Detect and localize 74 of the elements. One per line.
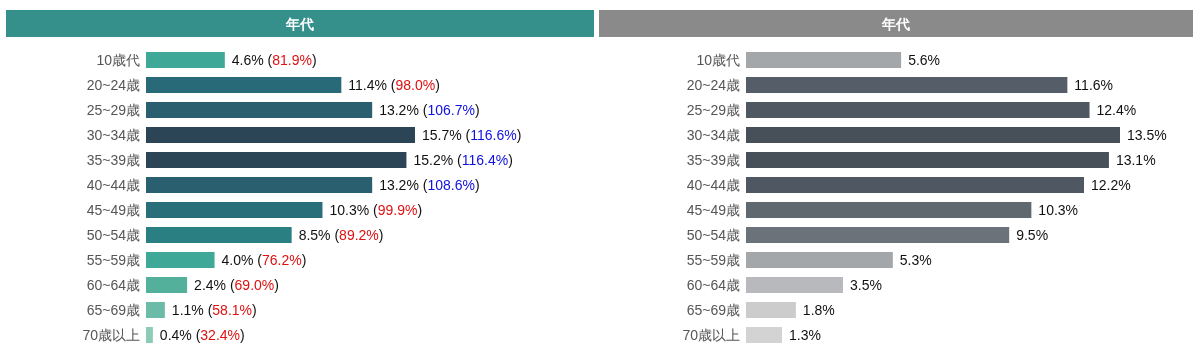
bar xyxy=(746,102,1090,118)
bar xyxy=(746,177,1084,193)
y-tick-label: 40~44歳 xyxy=(86,177,140,193)
bar xyxy=(746,227,1010,243)
bar xyxy=(146,177,373,193)
data-label: 11.4% (98.0%) xyxy=(348,77,440,93)
data-label: 0.4% (32.4%) xyxy=(159,327,245,343)
y-tick-label: 70歳以上 xyxy=(682,327,740,343)
y-tick-label: 60~64歳 xyxy=(86,277,140,293)
bar xyxy=(746,52,902,68)
y-tick-label: 65~69歳 xyxy=(686,302,740,318)
y-tick-label: 35~39歳 xyxy=(86,152,140,168)
data-label: 1.3% xyxy=(789,327,821,343)
bar xyxy=(746,277,843,293)
y-tick-label: 55~59歳 xyxy=(86,252,140,268)
bar xyxy=(746,302,796,318)
bar xyxy=(746,77,1068,93)
y-tick-label: 35~39歳 xyxy=(686,152,740,168)
data-label: 12.2% xyxy=(1090,177,1131,193)
data-label: 13.1% xyxy=(1115,152,1156,168)
data-label: 1.8% xyxy=(802,302,835,318)
data-label: 4.6% (81.9%) xyxy=(231,52,317,68)
bar xyxy=(146,252,215,268)
y-tick-label: 60~64歳 xyxy=(686,277,740,293)
bar xyxy=(746,127,1120,143)
data-label: 10.3% xyxy=(1038,202,1079,218)
bar xyxy=(146,277,188,293)
y-tick-label: 50~54歳 xyxy=(86,227,140,243)
bar xyxy=(146,302,165,318)
bar xyxy=(746,152,1109,168)
y-tick-label: 70歳以上 xyxy=(82,327,140,343)
data-label: 4.0% (76.2%) xyxy=(221,252,307,268)
data-label: 15.2% (116.4%) xyxy=(413,152,513,168)
y-tick-label: 45~49歳 xyxy=(86,202,140,218)
data-label: 2.4% (69.0%) xyxy=(194,277,279,293)
y-tick-label: 30~34歳 xyxy=(86,127,140,143)
chart-title: 年代 xyxy=(285,16,314,32)
y-tick-label: 20~24歳 xyxy=(686,77,740,93)
data-label: 1.1% (58.1%) xyxy=(171,302,257,318)
bar xyxy=(146,202,323,218)
y-tick-label: 55~59歳 xyxy=(686,252,740,268)
data-label: 10.3% (99.9%) xyxy=(329,202,423,218)
y-tick-label: 25~29歳 xyxy=(686,102,740,118)
y-tick-label: 50~54歳 xyxy=(686,227,740,243)
bar xyxy=(146,152,407,168)
chart-title: 年代 xyxy=(881,16,910,32)
data-label: 5.3% xyxy=(899,252,932,268)
y-tick-label: 30~34歳 xyxy=(686,127,740,143)
y-tick-label: 65~69歳 xyxy=(86,302,140,318)
data-label: 5.6% xyxy=(908,52,941,68)
y-tick-label: 10歳代 xyxy=(696,52,740,68)
y-tick-label: 25~29歳 xyxy=(86,102,140,118)
y-tick-label: 20~24歳 xyxy=(86,77,140,93)
data-label: 8.5% (89.2%) xyxy=(298,227,384,243)
bar xyxy=(146,327,153,343)
data-label: 13.2% (106.7%) xyxy=(379,102,480,118)
bar xyxy=(746,252,893,268)
data-label: 9.5% xyxy=(1016,227,1049,243)
bar xyxy=(146,127,415,143)
data-label: 13.5% xyxy=(1127,127,1167,143)
data-label: 13.2% (108.6%) xyxy=(379,177,480,193)
y-tick-label: 10歳代 xyxy=(96,52,140,68)
bar xyxy=(746,202,1032,218)
bar xyxy=(146,227,292,243)
y-tick-label: 40~44歳 xyxy=(686,177,740,193)
bar xyxy=(146,77,342,93)
data-label: 3.5% xyxy=(849,277,882,293)
data-label: 11.6% xyxy=(1074,77,1114,93)
data-label: 12.4% xyxy=(1096,102,1137,118)
y-tick-label: 45~49歳 xyxy=(686,202,740,218)
data-label: 15.7% (116.6%) xyxy=(422,127,522,143)
bar xyxy=(146,52,225,68)
bar xyxy=(746,327,783,343)
bar xyxy=(146,102,373,118)
